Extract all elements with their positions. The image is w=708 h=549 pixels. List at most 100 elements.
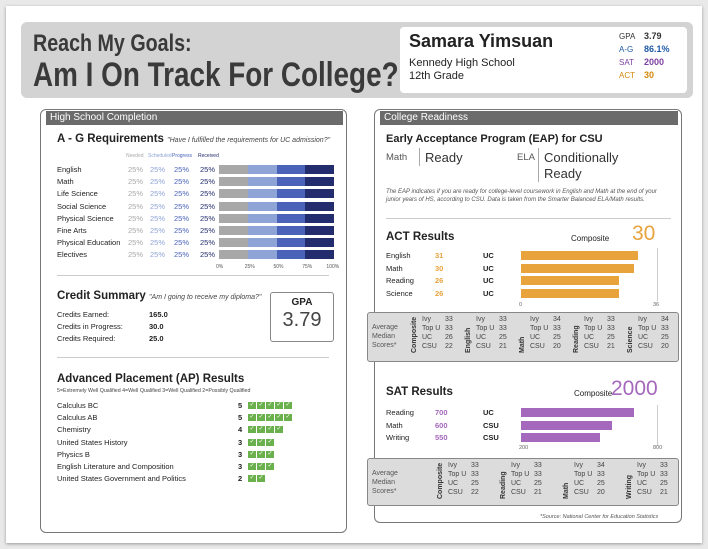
median-value: 25 <box>607 334 615 341</box>
median-value: 34 <box>553 316 561 323</box>
student-name: Samara Yimsuan <box>409 31 554 51</box>
source-note: *Source: National Center for Education S… <box>540 514 659 520</box>
ag-percent: 25% <box>150 165 166 174</box>
ap-course: Calculus AB <box>57 413 98 423</box>
ag-percent: 25% <box>150 213 166 223</box>
sat-composite-label: Composite <box>574 389 613 398</box>
median-tier: CSU <box>422 343 437 350</box>
median-tier: Ivy <box>584 316 593 323</box>
ag-title-text: A - G Requirements <box>57 133 164 145</box>
ag-bar-segment <box>219 201 248 211</box>
median-value: 25 <box>499 334 507 341</box>
act-title: ACT Results <box>386 231 455 243</box>
median-value: 25 <box>553 334 561 341</box>
ag-col-header: Received <box>198 153 219 159</box>
median-value: 33 <box>445 325 453 332</box>
ag-row-label: Physical Science <box>57 213 114 223</box>
stat-value: 86.1% <box>644 44 670 54</box>
sat-title: SAT Results <box>386 386 453 398</box>
score-value: 31 <box>435 251 444 260</box>
score-bar <box>521 288 620 298</box>
score-label: Writing <box>386 433 410 442</box>
median-value: 21 <box>607 343 615 350</box>
check-icon: ✓ <box>275 426 283 434</box>
median-value: 20 <box>597 489 605 496</box>
median-tier: CSU <box>638 343 653 350</box>
score-tag: UC <box>483 263 494 273</box>
median-value: 20 <box>553 343 561 350</box>
ap-score-checks: ✓ ✓ ✓ ✓ ✓ <box>248 414 293 432</box>
score-value: 550 <box>435 433 448 442</box>
ap-score-checks: ✓ ✓ ✓ <box>248 450 275 469</box>
score-bar <box>521 433 601 442</box>
ag-percent: 25% <box>150 226 166 235</box>
act-composite-label: Composite <box>571 234 610 243</box>
ag-bar-segment <box>276 226 306 235</box>
score-tag: CSU <box>483 433 499 442</box>
ap-score: 3 <box>238 462 243 471</box>
header-banner: Reach My Goals: Am I On Track For Colleg… <box>21 22 693 98</box>
check-icon: ✓ <box>248 426 256 434</box>
student-grade: 12th Grade <box>409 70 465 82</box>
eap-ela-label: ELA <box>517 152 535 163</box>
ap-course: United States Government and Politics <box>57 474 186 484</box>
ag-bar-segment <box>276 201 306 211</box>
check-icon: ✓ <box>266 414 274 422</box>
ap-score: 5 <box>238 401 243 410</box>
ag-axis-tick: 50% <box>273 264 284 270</box>
median-value: 26 <box>445 334 453 341</box>
ag-bar-segment <box>305 189 334 199</box>
ag-percent: 25% <box>174 189 190 199</box>
median-subject: Reading <box>573 325 580 353</box>
check-icon: ✓ <box>248 463 256 470</box>
ag-bar-segment <box>219 226 248 235</box>
ap-score-checks: ✓ ✓ ✓ ✓ ✓ <box>248 402 293 420</box>
ag-bar-segment <box>276 250 306 260</box>
ag-row-label: English <box>57 165 82 174</box>
median-tier: Ivy <box>511 462 520 469</box>
act-axis-max: 36 <box>653 302 660 308</box>
ag-percent: 25% <box>128 213 144 223</box>
ag-axis-tick: 75% <box>302 264 313 270</box>
median-subject: Reading <box>500 471 507 499</box>
median-value: 21 <box>534 489 542 496</box>
high-school-panel: High School Completion A - G Requirement… <box>40 109 347 533</box>
median-value: 33 <box>607 325 615 332</box>
act-axis-min: 0 <box>519 302 523 308</box>
check-icon: ✓ <box>275 402 283 409</box>
ag-row-label: Math <box>57 177 74 187</box>
median-tier: Top U <box>476 325 495 332</box>
median-value: 20 <box>661 343 669 350</box>
median-tier: Ivy <box>448 462 457 469</box>
ag-percent: 25% <box>174 165 190 174</box>
ag-bar-segment <box>276 213 306 223</box>
median-value: 25 <box>597 480 605 487</box>
ag-question: "Have I fulfilled the requirements for U… <box>167 137 331 144</box>
median-tier: Top U <box>637 471 656 478</box>
score-value: 30 <box>435 263 444 273</box>
ag-row-label: Electives <box>57 250 88 260</box>
ag-percent: 25% <box>174 250 190 260</box>
ag-row-label: Life Science <box>57 189 98 199</box>
check-icon: ✓ <box>257 402 265 409</box>
ag-percent: 25% <box>128 189 144 199</box>
score-label: Math <box>386 420 403 430</box>
ag-bar-segment <box>247 226 277 235</box>
ap-title: Advanced Placement (AP) Results <box>57 373 245 385</box>
eap-note: The EAP indicates if you are ready for c… <box>386 189 657 203</box>
panel-header: High School Completion <box>46 111 343 125</box>
sat-axis-max: 800 <box>653 445 663 451</box>
median-tier: CSU <box>476 343 491 350</box>
ag-bar-segment <box>305 213 334 223</box>
ag-bar-segment <box>276 189 306 199</box>
median-tier: Top U <box>530 325 549 332</box>
credit-label: Credits Earned: <box>57 310 110 319</box>
score-value: 700 <box>435 408 448 417</box>
ag-percent: 25% <box>200 226 216 235</box>
median-value: 33 <box>660 462 668 469</box>
sat-composite-value: 2000 <box>611 377 658 400</box>
credit-value: 30.0 <box>149 322 164 331</box>
median-tier: Ivy <box>638 316 647 323</box>
median-subject: Math <box>519 336 526 353</box>
ag-bar-segment <box>305 250 334 260</box>
